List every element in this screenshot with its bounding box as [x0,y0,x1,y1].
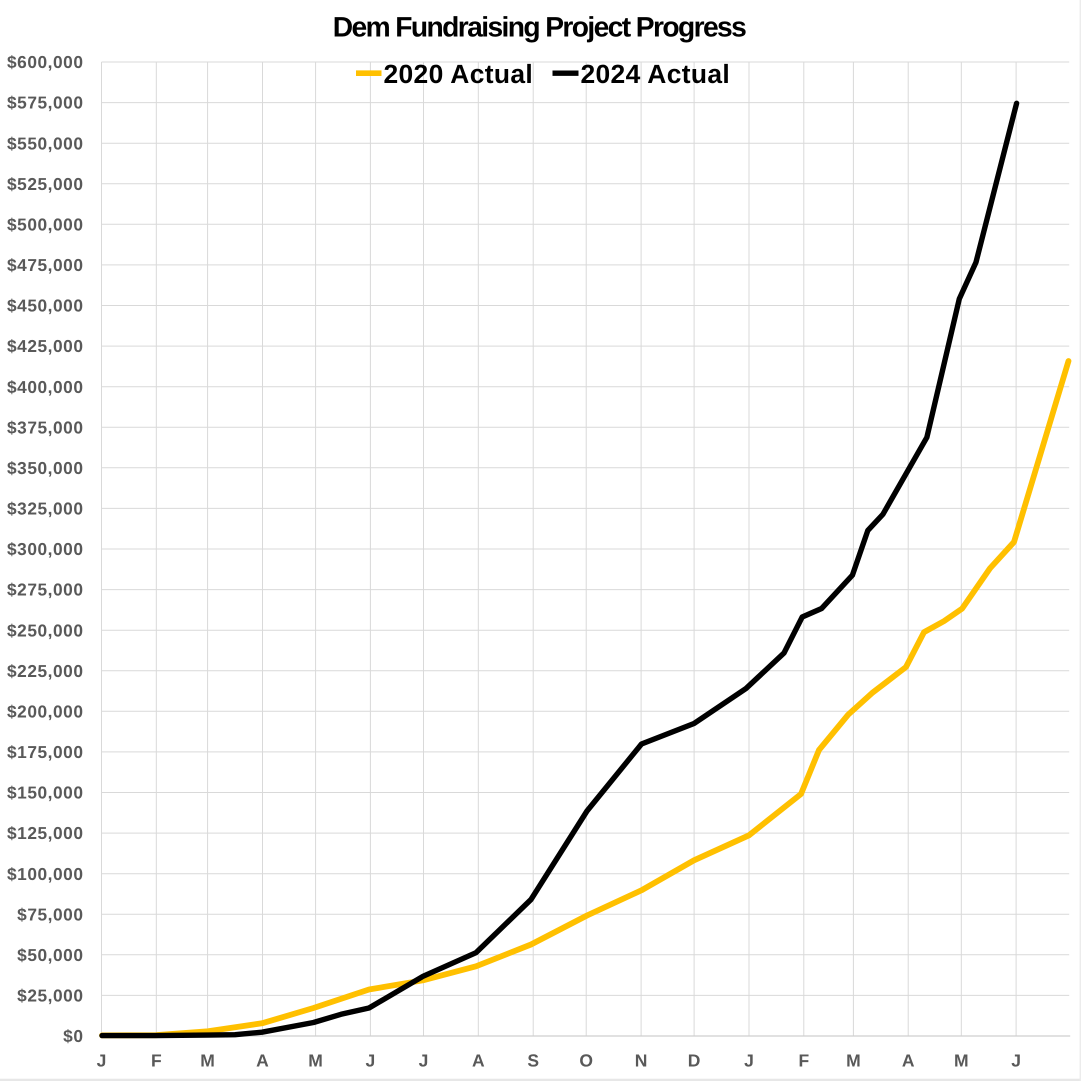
svg-text:D: D [688,1051,701,1071]
svg-text:$375,000: $375,000 [7,417,83,437]
svg-text:M: M [846,1051,861,1071]
svg-text:$475,000: $475,000 [7,255,83,275]
svg-text:$250,000: $250,000 [7,620,83,640]
svg-text:$0: $0 [63,1026,83,1046]
svg-text:2020 Actual: 2020 Actual [384,59,534,89]
svg-text:A: A [472,1051,485,1071]
svg-text:$50,000: $50,000 [17,945,83,965]
svg-text:J: J [366,1051,376,1071]
svg-text:A: A [256,1051,269,1071]
svg-text:J: J [1011,1051,1021,1071]
svg-text:$125,000: $125,000 [7,823,83,843]
svg-text:$225,000: $225,000 [7,661,83,681]
svg-text:M: M [308,1051,323,1071]
svg-text:$600,000: $600,000 [7,52,83,72]
svg-text:$400,000: $400,000 [7,377,83,397]
svg-text:N: N [635,1051,648,1071]
svg-text:J: J [419,1051,429,1071]
svg-text:$550,000: $550,000 [7,133,83,153]
svg-text:$275,000: $275,000 [7,580,83,600]
svg-text:$525,000: $525,000 [7,174,83,194]
svg-text:J: J [97,1051,107,1071]
svg-text:$175,000: $175,000 [7,742,83,762]
svg-text:$450,000: $450,000 [7,296,83,316]
svg-text:$100,000: $100,000 [7,864,83,884]
svg-text:M: M [954,1051,969,1071]
svg-text:S: S [527,1051,539,1071]
svg-text:$300,000: $300,000 [7,539,83,559]
svg-text:A: A [902,1051,915,1071]
svg-text:J: J [744,1051,754,1071]
svg-text:$325,000: $325,000 [7,499,83,519]
svg-text:F: F [151,1051,162,1071]
svg-text:$25,000: $25,000 [17,986,83,1006]
svg-text:2024 Actual: 2024 Actual [581,59,731,89]
svg-text:$150,000: $150,000 [7,783,83,803]
svg-text:$200,000: $200,000 [7,701,83,721]
svg-text:Dem Fundraising Project Progre: Dem Fundraising Project Progress [333,11,746,43]
svg-text:$425,000: $425,000 [7,336,83,356]
svg-text:O: O [579,1051,593,1071]
svg-text:$500,000: $500,000 [7,214,83,234]
svg-text:$75,000: $75,000 [17,904,83,924]
svg-text:$575,000: $575,000 [7,93,83,113]
svg-text:$350,000: $350,000 [7,458,83,478]
svg-text:M: M [200,1051,215,1071]
svg-text:F: F [798,1051,809,1071]
